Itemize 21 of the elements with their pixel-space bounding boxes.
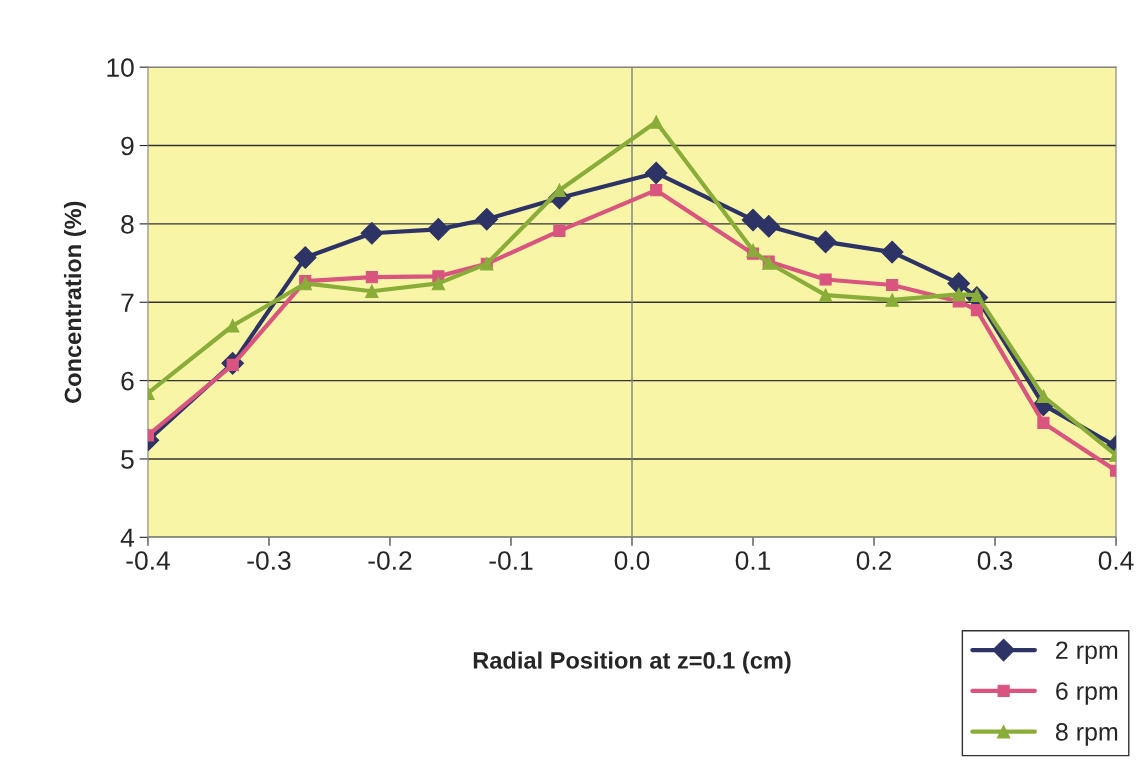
legend-label: 8 rpm [1055, 723, 1118, 746]
legend-label: 6 rpm [1056, 682, 1118, 705]
x-tick-label: 0.4 [1098, 551, 1134, 570]
x-tick-label: 0.1 [735, 551, 771, 570]
x-axis-title: Radial Position at z=0.1 (cm) [473, 651, 791, 674]
y-tick-label: 4 [120, 528, 134, 547]
y-tick-label: 8 [121, 215, 134, 234]
x-tick-label: -0.4 [126, 551, 170, 570]
y-tick-label: 10 [107, 58, 134, 77]
legend-label: 2 rpm [1056, 641, 1118, 665]
y-tick-label: 9 [121, 136, 134, 156]
y-tick-label: 7 [121, 293, 134, 312]
x-tick-label: 0.2 [856, 551, 892, 570]
x-tick-label: -0.1 [489, 551, 533, 570]
x-tick-label: -0.3 [247, 551, 291, 570]
y-axis-title: Concentration (%) [63, 201, 86, 403]
x-tick-label: 0.3 [977, 551, 1013, 570]
x-tick-label: -0.2 [368, 551, 412, 570]
y-tick-label: 6 [121, 371, 134, 391]
y-tick-label: 5 [121, 450, 134, 469]
x-tick-label: 0.0 [614, 551, 650, 570]
